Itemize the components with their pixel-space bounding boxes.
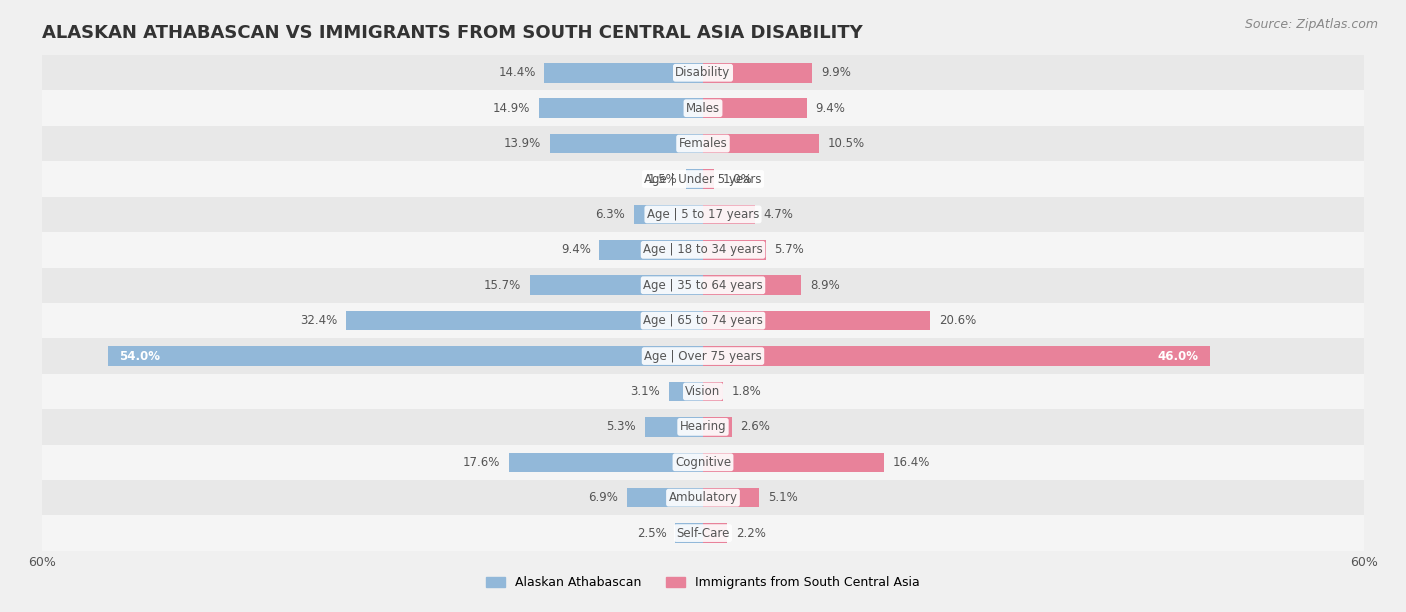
Text: 6.3%: 6.3%	[595, 208, 624, 221]
Bar	[599, 240, 703, 259]
Text: 2.5%: 2.5%	[637, 526, 666, 540]
Bar	[703, 240, 766, 259]
Bar	[42, 162, 1364, 196]
Text: Age | 35 to 64 years: Age | 35 to 64 years	[643, 278, 763, 292]
Text: 6.9%: 6.9%	[588, 491, 619, 504]
Text: 1.5%: 1.5%	[648, 173, 678, 185]
Bar	[703, 452, 883, 472]
Bar	[703, 417, 731, 436]
Bar	[703, 204, 755, 224]
Text: Self-Care: Self-Care	[676, 526, 730, 540]
Bar	[544, 63, 703, 83]
Bar	[634, 204, 703, 224]
Bar	[42, 338, 1364, 374]
Bar	[42, 126, 1364, 162]
Text: 46.0%: 46.0%	[1157, 349, 1198, 362]
Text: 14.9%: 14.9%	[492, 102, 530, 114]
Text: Age | 18 to 34 years: Age | 18 to 34 years	[643, 244, 763, 256]
Text: 20.6%: 20.6%	[939, 314, 976, 327]
Bar	[108, 346, 703, 366]
Bar	[627, 488, 703, 507]
Bar	[644, 417, 703, 436]
Text: 5.7%: 5.7%	[775, 244, 804, 256]
Bar	[703, 488, 759, 507]
Text: 15.7%: 15.7%	[484, 278, 522, 292]
Bar	[538, 99, 703, 118]
Bar	[509, 452, 703, 472]
Bar	[703, 382, 723, 401]
Text: Females: Females	[679, 137, 727, 150]
Text: Age | Under 5 years: Age | Under 5 years	[644, 173, 762, 185]
Bar	[42, 232, 1364, 267]
Text: Hearing: Hearing	[679, 420, 727, 433]
Bar	[42, 444, 1364, 480]
Bar	[703, 170, 714, 188]
Legend: Alaskan Athabascan, Immigrants from South Central Asia: Alaskan Athabascan, Immigrants from Sout…	[481, 571, 925, 594]
Text: 9.4%: 9.4%	[815, 102, 845, 114]
Bar	[42, 303, 1364, 338]
Bar	[703, 523, 727, 543]
Bar	[703, 346, 1209, 366]
Bar	[703, 134, 818, 154]
Bar	[42, 374, 1364, 409]
Bar	[42, 91, 1364, 126]
Bar	[530, 275, 703, 295]
Bar	[703, 275, 801, 295]
Bar	[42, 409, 1364, 444]
Bar	[703, 99, 807, 118]
Bar	[42, 515, 1364, 551]
Text: 5.1%: 5.1%	[768, 491, 797, 504]
Text: Ambulatory: Ambulatory	[668, 491, 738, 504]
Text: Disability: Disability	[675, 66, 731, 80]
Text: 1.0%: 1.0%	[723, 173, 752, 185]
Text: Age | 65 to 74 years: Age | 65 to 74 years	[643, 314, 763, 327]
Text: 1.8%: 1.8%	[731, 385, 762, 398]
Text: 13.9%: 13.9%	[503, 137, 541, 150]
Text: Males: Males	[686, 102, 720, 114]
Text: 2.2%: 2.2%	[737, 526, 766, 540]
Text: Vision: Vision	[685, 385, 721, 398]
Text: 10.5%: 10.5%	[828, 137, 865, 150]
Text: 2.6%: 2.6%	[741, 420, 770, 433]
Text: 17.6%: 17.6%	[463, 456, 501, 469]
Text: Age | Over 75 years: Age | Over 75 years	[644, 349, 762, 362]
Text: 14.4%: 14.4%	[498, 66, 536, 80]
Text: 4.7%: 4.7%	[763, 208, 793, 221]
Bar	[42, 196, 1364, 232]
Text: ALASKAN ATHABASCAN VS IMMIGRANTS FROM SOUTH CENTRAL ASIA DISABILITY: ALASKAN ATHABASCAN VS IMMIGRANTS FROM SO…	[42, 24, 863, 42]
Bar	[42, 267, 1364, 303]
Bar	[669, 382, 703, 401]
Text: 3.1%: 3.1%	[630, 385, 659, 398]
Bar	[675, 523, 703, 543]
Text: 16.4%: 16.4%	[893, 456, 929, 469]
Text: Cognitive: Cognitive	[675, 456, 731, 469]
Bar	[42, 480, 1364, 515]
Text: 9.4%: 9.4%	[561, 244, 591, 256]
Text: 5.3%: 5.3%	[606, 420, 636, 433]
Text: 8.9%: 8.9%	[810, 278, 839, 292]
Text: 54.0%: 54.0%	[120, 349, 160, 362]
Text: 9.9%: 9.9%	[821, 66, 851, 80]
Bar	[703, 311, 929, 330]
Bar	[550, 134, 703, 154]
Text: Source: ZipAtlas.com: Source: ZipAtlas.com	[1244, 18, 1378, 31]
Bar	[346, 311, 703, 330]
Text: 32.4%: 32.4%	[299, 314, 337, 327]
Bar	[42, 55, 1364, 91]
Bar	[703, 63, 813, 83]
Text: Age | 5 to 17 years: Age | 5 to 17 years	[647, 208, 759, 221]
Bar	[686, 170, 703, 188]
